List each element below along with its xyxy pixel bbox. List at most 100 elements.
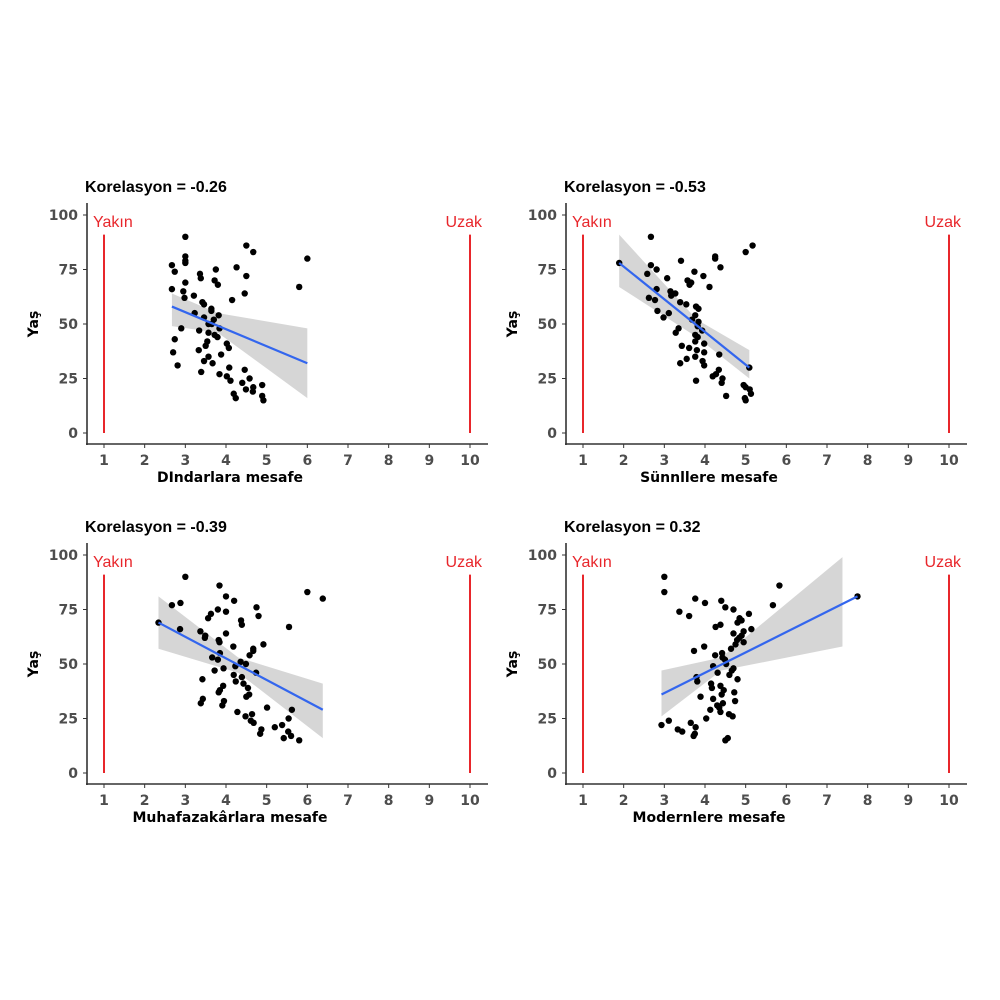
x-axis-label: Sünnllere mesafe <box>640 470 778 486</box>
far-annotation: Uzak <box>446 554 483 571</box>
data-point <box>234 708 241 716</box>
scatter-panel-3: Korelasyon = -0.39 0 25 50 75 100 1 2 3 4 5 6 7 8 9 10 M… <box>26 519 488 826</box>
data-point <box>717 708 724 716</box>
x-tick-label: 8 <box>384 793 394 809</box>
data-point <box>201 634 209 642</box>
data-point <box>683 301 690 308</box>
data-point <box>769 601 777 609</box>
data-point <box>647 233 655 240</box>
data-point <box>714 669 721 676</box>
data-point <box>685 612 693 620</box>
x-tick-label: 4 <box>221 793 231 809</box>
data-point <box>244 684 252 692</box>
data-point <box>729 713 736 720</box>
data-point <box>246 652 253 659</box>
x-tick-label: 4 <box>700 793 710 809</box>
y-tick-label: 100 <box>528 208 557 224</box>
data-point <box>701 599 709 607</box>
y-axis-label: Yaş <box>505 311 521 339</box>
data-point <box>745 610 753 618</box>
x-tick-label: 6 <box>781 453 791 469</box>
data-point <box>731 689 738 696</box>
data-point <box>199 676 206 683</box>
y-tick-label: 100 <box>528 548 557 564</box>
data-point <box>214 333 221 341</box>
data-point <box>690 732 697 740</box>
data-point <box>677 257 685 264</box>
data-point <box>271 724 278 731</box>
data-point <box>220 665 227 672</box>
data-point <box>250 248 257 256</box>
data-point <box>712 623 719 631</box>
data-point <box>296 283 303 291</box>
data-point <box>204 615 212 622</box>
chart-title: Korelasyon = 0.32 <box>564 519 701 536</box>
data-point <box>214 656 222 663</box>
data-point <box>734 676 741 683</box>
near-annotation: Yakın <box>572 554 612 571</box>
data-point <box>661 573 668 580</box>
y-tick-label: 25 <box>59 372 78 388</box>
data-point <box>178 325 185 332</box>
data-point <box>718 597 725 604</box>
data-point <box>722 737 729 744</box>
data-point <box>296 737 303 744</box>
data-point <box>197 700 204 707</box>
data-point <box>665 309 673 317</box>
y-tick-label: 75 <box>59 603 78 619</box>
data-point <box>237 658 244 666</box>
y-axis-label: Yaş <box>505 651 521 679</box>
data-point <box>685 344 693 352</box>
data-point <box>676 608 683 615</box>
y-axis-label: Yaş <box>26 651 42 679</box>
data-point <box>692 353 699 360</box>
data-point <box>180 288 187 295</box>
data-point <box>687 719 694 727</box>
data-point <box>654 307 661 315</box>
data-point <box>217 351 225 358</box>
x-axis-label: Modernlere mesafe <box>633 810 786 826</box>
data-point <box>241 366 248 373</box>
y-tick-label: 50 <box>538 317 558 333</box>
x-tick-label: 3 <box>659 793 669 809</box>
x-tick-label: 5 <box>262 453 272 469</box>
y-tick-label: 75 <box>538 603 557 619</box>
data-point <box>742 248 749 256</box>
x-tick-label: 6 <box>781 793 791 809</box>
data-point <box>700 349 708 356</box>
x-tick-label: 9 <box>903 793 913 809</box>
x-tick-label: 9 <box>424 793 434 809</box>
data-point <box>718 691 725 698</box>
x-tick-label: 10 <box>460 453 480 469</box>
data-point <box>651 296 659 304</box>
x-tick-label: 3 <box>180 793 190 809</box>
data-point <box>182 259 189 267</box>
data-point <box>238 621 246 628</box>
data-point <box>182 279 189 286</box>
y-tick-label: 100 <box>49 548 78 564</box>
data-point <box>177 599 184 607</box>
data-point <box>238 673 246 681</box>
y-tick-label: 50 <box>59 317 79 333</box>
data-point <box>228 296 236 304</box>
data-point <box>214 606 222 613</box>
data-point <box>304 255 311 262</box>
data-point <box>215 689 222 696</box>
data-point <box>692 377 700 384</box>
x-tick-label: 9 <box>424 453 434 469</box>
data-point <box>242 386 250 393</box>
data-point <box>223 373 231 380</box>
data-point <box>740 639 747 646</box>
data-point <box>288 706 296 713</box>
data-point <box>691 268 698 275</box>
data-point <box>232 678 239 685</box>
data-point <box>197 275 204 282</box>
y-tick-label: 100 <box>49 208 78 224</box>
data-point <box>727 645 735 652</box>
data-point <box>692 595 699 602</box>
data-point <box>250 719 257 727</box>
data-point <box>246 375 253 382</box>
data-point <box>734 619 741 626</box>
y-tick-label: 50 <box>59 657 79 673</box>
x-tick-label: 10 <box>939 793 959 809</box>
